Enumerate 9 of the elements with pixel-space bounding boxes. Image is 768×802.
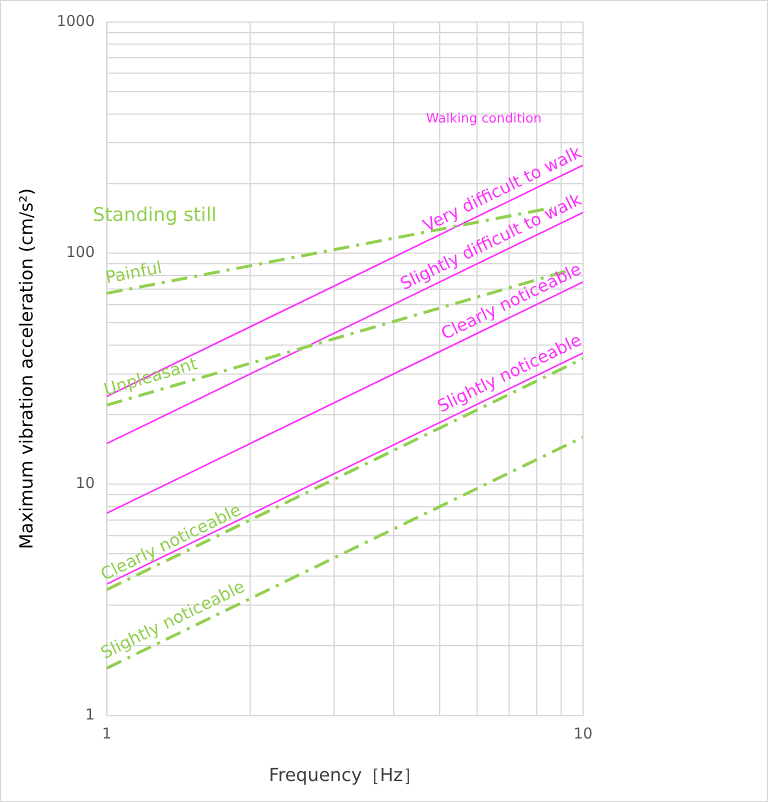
y-tick-label: 100 [66,243,95,262]
annotation: Walking condition [426,111,542,126]
y-tick-label: 1 [85,705,95,724]
y-tick-label: 1000 [56,12,95,30]
text: Painful [104,258,164,288]
y-tick-label: 10 [76,474,95,492]
annotation: Standing still [92,204,217,226]
y-axis-title: Maximum vibration acceleration (cm/s²) [16,188,38,550]
x-axis-title: Frequency［Hz］ [268,764,421,786]
